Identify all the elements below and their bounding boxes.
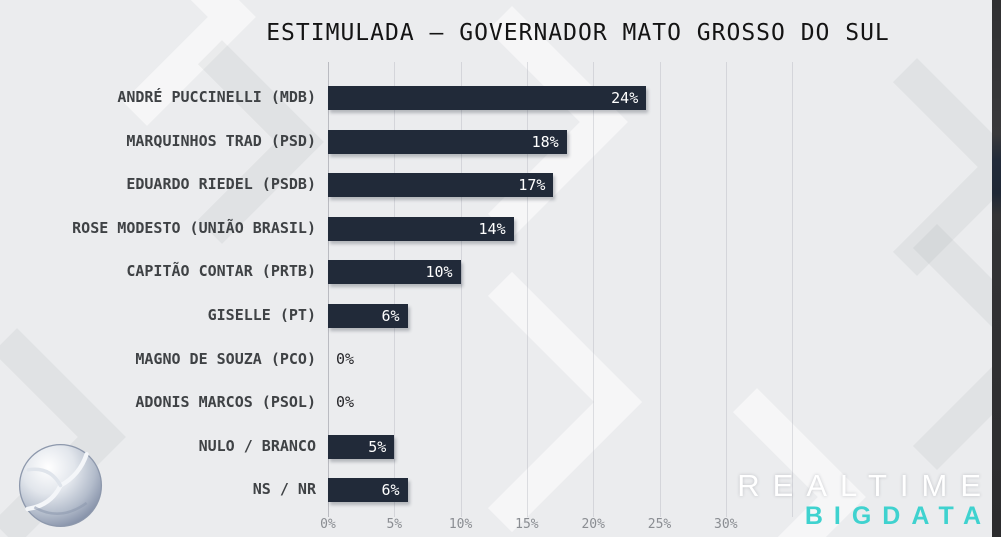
x-axis-tick-label: 0% bbox=[320, 517, 336, 532]
bar: 24% bbox=[328, 86, 647, 110]
bar: 10% bbox=[328, 260, 461, 285]
category-label: CAPITÃO CONTAR (PRTB) bbox=[126, 262, 316, 281]
bar: 5% bbox=[328, 434, 395, 459]
chart-title: ESTIMULADA — GOVERNADOR MATO GROSSO DO S… bbox=[266, 20, 890, 46]
x-axis-tick-label: 30% bbox=[714, 517, 738, 532]
gridline bbox=[725, 62, 727, 517]
bar: 17% bbox=[328, 173, 554, 198]
chevron-decoration bbox=[38, 0, 256, 126]
x-axis-tick-label: 10% bbox=[448, 517, 473, 532]
gridline bbox=[593, 62, 595, 517]
gridline bbox=[328, 62, 329, 517]
category-label: ADONIS MARCOS (PSOL) bbox=[135, 393, 316, 412]
bar-value-label: 17% bbox=[518, 176, 546, 195]
category-label: MAGNO DE SOUZA (PCO) bbox=[135, 349, 316, 368]
bar-value-label: 6% bbox=[381, 307, 400, 325]
gridline bbox=[526, 62, 528, 517]
watermark-bigdata: BIGDATA bbox=[804, 501, 992, 530]
bar-value-label: 5% bbox=[368, 437, 387, 456]
right-edge-strip bbox=[992, 0, 1001, 537]
gridline bbox=[659, 62, 661, 517]
x-axis-tick-label: 15% bbox=[515, 517, 539, 532]
bar-value-label: 10% bbox=[425, 263, 453, 282]
gridline bbox=[394, 62, 396, 517]
bar-value-label: 24% bbox=[611, 89, 639, 107]
chevron-decoration bbox=[381, 271, 643, 533]
bar: 6% bbox=[328, 304, 408, 328]
category-label: MARQUINHOS TRAD (PSD) bbox=[126, 131, 316, 150]
chevron-decoration bbox=[808, 58, 1001, 276]
x-axis-tick-label: 25% bbox=[647, 517, 672, 532]
category-label: EDUARDO RIEDEL (PSDB) bbox=[126, 175, 316, 194]
bar-value-label: 14% bbox=[478, 219, 506, 238]
x-axis-tick-label: 20% bbox=[581, 517, 605, 532]
category-label: GISELLE (PT) bbox=[207, 306, 316, 324]
bar: 14% bbox=[328, 216, 514, 241]
chevron-decoration bbox=[813, 223, 1001, 471]
bar-value-label: 6% bbox=[381, 481, 400, 500]
bar-value-label: 0% bbox=[336, 349, 355, 368]
bar-value-label: 18% bbox=[531, 132, 559, 151]
record-logo bbox=[18, 443, 103, 528]
bar: 18% bbox=[328, 129, 567, 154]
watermark-realtime: REALTIME bbox=[737, 468, 994, 504]
category-label: NS / NR bbox=[252, 480, 316, 499]
bar-value-label: 0% bbox=[336, 393, 355, 412]
x-axis-tick-label: 5% bbox=[386, 517, 403, 532]
gridline bbox=[792, 62, 794, 517]
watermark: REALTIME BIGDATA bbox=[737, 470, 981, 529]
bar: 6% bbox=[328, 478, 408, 503]
category-label: NULO / BRANCO bbox=[198, 436, 316, 455]
category-label: ROSE MODESTO (UNIÃO BRASIL) bbox=[72, 218, 316, 237]
category-label: ANDRÉ PUCCINELLI (MDB) bbox=[117, 88, 316, 106]
gridline bbox=[460, 62, 462, 517]
